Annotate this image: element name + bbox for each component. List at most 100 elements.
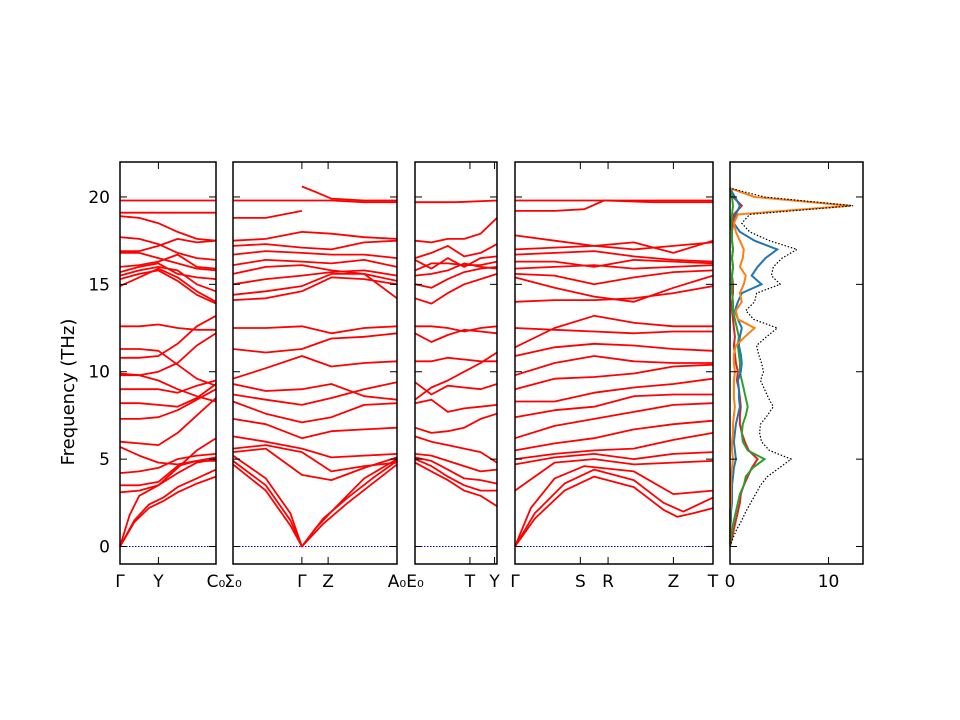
segment-1-band-23 [119, 236, 217, 261]
segment-3-band-0 [414, 461, 498, 508]
segment-2-band-23 [233, 199, 397, 204]
segment-3-band-9 [415, 356, 497, 363]
segment-1-band-19 [119, 262, 217, 280]
segment-2-band-11 [232, 332, 398, 354]
y-tick-label: 5 [99, 450, 110, 470]
dos-xtick-label: 10 [818, 572, 840, 592]
segment-3-band-18 [414, 217, 498, 244]
segment-4-band-3 [514, 458, 714, 492]
segment-3-band-4 [414, 435, 498, 464]
segment-4-band-22 [514, 234, 714, 251]
segment-3-band-7 [414, 381, 498, 396]
segment-2-band-4 [232, 444, 398, 473]
segment-1-band-15 [120, 323, 216, 331]
segment-3-band-10 [414, 328, 498, 343]
segment-2-band-17 [232, 258, 398, 268]
segment-1-band-9 [120, 383, 217, 408]
y-tick-label: 0 [99, 538, 110, 558]
segment-4-band-0 [514, 475, 714, 548]
segment-4-band-7 [514, 402, 714, 440]
segment-1-band-16 [119, 267, 217, 303]
segment-4-band-11 [514, 355, 713, 377]
segment-2-band-18 [232, 250, 398, 259]
segment-4-xtick-label-3: Z [668, 572, 680, 592]
segment-2-band-2 [232, 454, 398, 548]
segment-4-xtick-label-2: R [602, 572, 614, 592]
segment-1-band-14 [120, 348, 217, 387]
segment-3-band-19 [415, 199, 498, 204]
segment-2-frame [232, 161, 398, 565]
dos-series-1 [729, 187, 767, 547]
y-tick-label: 20 [88, 188, 110, 208]
y-axis-label: Frequency (THz) [58, 319, 79, 466]
dos-series-4 [729, 187, 854, 547]
segment-2-band-12 [233, 325, 398, 335]
segment-3-band-6 [414, 398, 498, 413]
segment-2-band-19 [232, 239, 398, 251]
segment-2-xtick-label-0: Σ₀ [224, 572, 242, 592]
segment-1-band-6 [119, 446, 216, 466]
segment-4-band-1 [514, 468, 714, 547]
segment-3-xtick-label-2: Y [488, 572, 500, 592]
segment-1-band-22 [120, 237, 217, 253]
segment-2-xtick-label-1: Γ [297, 572, 307, 592]
segment-1-band-17 [119, 269, 217, 305]
segment-4-xtick-label-1: S [575, 572, 586, 592]
segment-3-xtick-label-0: E₀ [406, 572, 424, 592]
segment-2-band-8 [232, 381, 398, 406]
segment-1-band-0 [119, 475, 217, 547]
segment-3-band-13 [414, 266, 498, 289]
segment-2-band-22 [301, 185, 397, 202]
dos-xtick-label: 0 [725, 572, 736, 592]
segment-4-band-6 [514, 419, 714, 452]
segment-1-band-7 [119, 397, 217, 447]
segment-3-band-15 [414, 260, 498, 272]
y-tick-label: 15 [88, 275, 110, 295]
segment-4-frame [514, 161, 714, 565]
segment-4-band-19 [515, 258, 714, 268]
segment-2-band-20 [232, 230, 398, 242]
segment-4-xtick-label-4: T [707, 572, 719, 592]
segment-1-xtick-label-2: C₀ [207, 572, 226, 592]
segment-3-band-3 [414, 453, 498, 473]
segment-4-band-20 [514, 250, 714, 263]
segment-4-band-13 [514, 327, 713, 335]
segment-3-xtick-label-1: T [464, 572, 476, 592]
segment-3-band-16 [414, 255, 498, 270]
segment-1-band-21 [120, 251, 217, 272]
segment-2-band-9 [232, 383, 398, 401]
segment-4-band-24 [515, 199, 713, 204]
segment-2-band-6 [232, 418, 398, 440]
segment-1-band-10 [120, 379, 217, 394]
segment-4-band-17 [514, 269, 714, 286]
segment-3-frame [414, 161, 498, 565]
segment-2-band-13 [232, 276, 398, 301]
segment-3-band-8 [414, 351, 498, 401]
segment-4-band-18 [514, 264, 714, 270]
segment-1-band-1 [119, 468, 217, 547]
segment-3-band-11 [415, 325, 498, 333]
segment-2-band-16 [232, 264, 398, 300]
segment-1-frame [119, 161, 217, 565]
segment-1-band-24 [119, 215, 217, 242]
segment-4-band-12 [514, 342, 714, 357]
segment-4-band-5 [514, 432, 714, 460]
segment-4-band-9 [515, 377, 714, 403]
segment-4-band-16 [514, 274, 714, 303]
segment-3-band-5 [414, 412, 498, 434]
dos-frame [729, 161, 864, 565]
segment-1-xtick-label-1: Y [152, 572, 164, 592]
segment-3-band-1 [414, 458, 497, 492]
segment-3-band-2 [414, 456, 498, 485]
segment-2-band-5 [232, 435, 398, 459]
segment-1-band-13 [120, 315, 217, 359]
segment-4-band-23 [515, 199, 713, 212]
segment-2-xtick-label-2: Z [322, 572, 334, 592]
segment-1-band-3 [119, 437, 217, 494]
segment-1-band-20 [119, 253, 217, 270]
y-tick-label: 10 [88, 363, 110, 383]
segment-2-band-14 [232, 272, 398, 296]
segment-4-band-8 [514, 393, 713, 419]
segment-4-band-10 [514, 363, 714, 391]
